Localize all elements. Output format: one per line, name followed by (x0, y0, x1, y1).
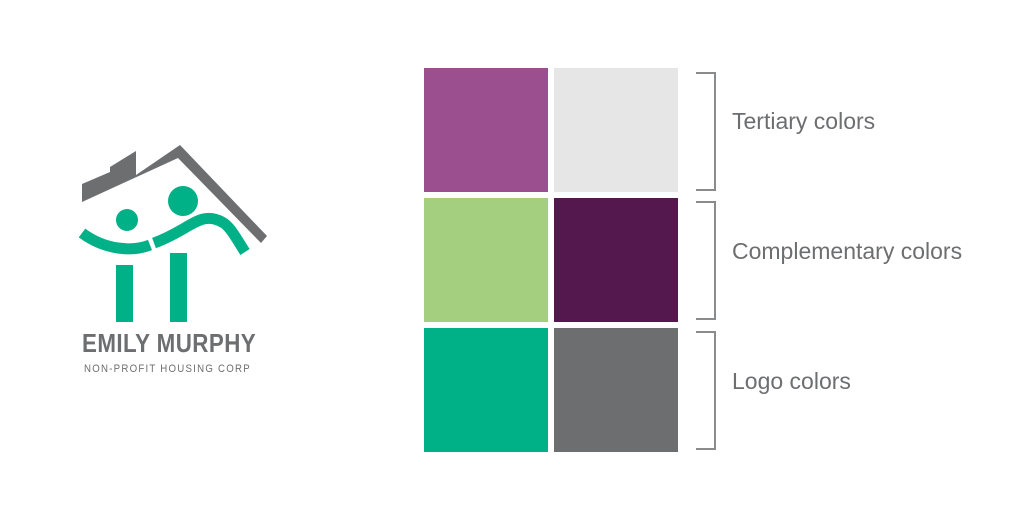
bracket-complementary (696, 201, 716, 320)
left-figure-arms (78, 228, 152, 255)
swatch-tertiary-purple (424, 68, 548, 192)
label-tertiary-colors: Tertiary colors (732, 108, 876, 134)
left-figure-leg (116, 265, 133, 322)
right-figure-arms (152, 212, 250, 255)
brand-name: EMILY MURPHY (82, 328, 257, 358)
bracket-tertiary (696, 72, 716, 191)
logo: EMILY MURPHY NON-PROFIT HOUSING CORP (70, 140, 280, 380)
brand-tagline: NON-PROFIT HOUSING CORP (84, 363, 251, 375)
swatch-logo-gray (554, 328, 678, 452)
small-head-icon (116, 209, 138, 231)
label-complementary-colors: Complementary colors (732, 238, 963, 264)
swatch-complementary-green (424, 198, 548, 322)
swatch-tertiary-light-gray (554, 68, 678, 192)
label-logo-colors: Logo colors (732, 368, 851, 394)
swatch-logo-teal (424, 328, 548, 452)
swatch-complementary-plum (554, 198, 678, 322)
roof-shape (82, 145, 267, 243)
house-logo-icon (78, 145, 267, 322)
large-head-icon (168, 186, 198, 216)
right-figure-leg (170, 253, 187, 322)
bracket-logo (696, 331, 716, 450)
